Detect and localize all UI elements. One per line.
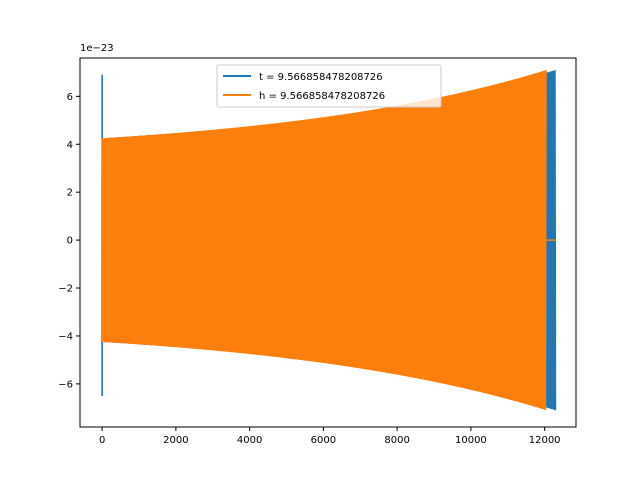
series-h-line [101,70,547,410]
y-tick-label: 2 [67,188,73,199]
legend-box [216,64,442,108]
y-axis: −6 −4 −2 0 2 4 6 [58,92,80,390]
x-tick-label: 6000 [311,435,336,446]
x-tick-label: 0 [99,435,105,446]
legend: t = 9.566858478208726 h = 9.566858478208… [216,64,442,108]
legend-entry-h: h = 9.566858478208726 [259,91,385,102]
y-tick-label: −2 [58,284,73,295]
x-tick-label: 8000 [384,435,409,446]
x-axis: 0 2000 4000 6000 8000 10000 12000 [99,427,561,446]
legend-entry-t: t = 9.566858478208726 [259,72,383,83]
x-tick-label: 10000 [455,435,487,446]
series-layer [101,70,557,411]
x-tick-label: 2000 [163,435,188,446]
y-tick-label: 4 [67,140,73,151]
x-tick-label: 4000 [237,435,262,446]
y-tick-label: 6 [67,92,73,103]
y-tick-label: −6 [58,379,73,390]
y-offset-label: 1e−23 [80,43,114,54]
x-tick-label: 12000 [529,435,561,446]
axes-frame [79,57,577,428]
y-tick-label: −4 [58,331,73,342]
series-h [101,70,556,410]
y-tick-label: 0 [67,236,73,247]
